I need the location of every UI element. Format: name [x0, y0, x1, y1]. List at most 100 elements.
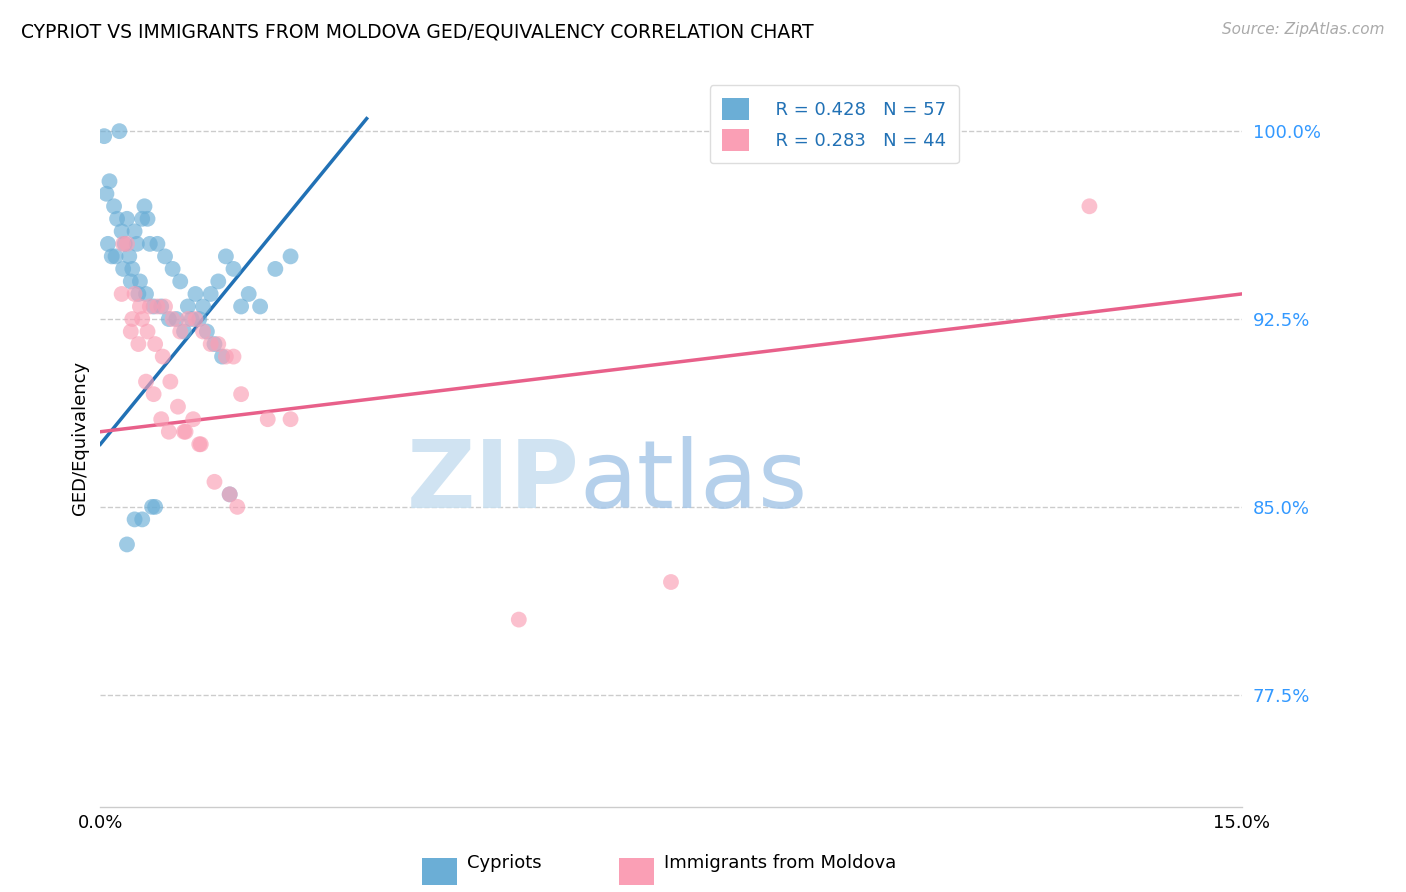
Point [207, 275, 229, 289]
Point [162, 261, 184, 276]
Point [1078, 199, 1101, 213]
Point [100, 249, 122, 263]
Point [112, 236, 135, 251]
Point [222, 261, 245, 276]
Point [218, 487, 240, 501]
Point [135, 375, 157, 389]
Point [139, 300, 162, 314]
Point [169, 275, 191, 289]
Point [121, 261, 143, 276]
Point [146, 236, 169, 251]
Point [226, 500, 249, 514]
Point [129, 275, 152, 289]
Point [204, 475, 226, 489]
Legend:   R = 0.428   N = 57,   R = 0.283   N = 44: R = 0.428 N = 57, R = 0.283 N = 44 [710, 85, 959, 163]
Point [184, 287, 207, 301]
Y-axis label: GED/Equivalency: GED/Equivalency [72, 361, 89, 515]
Point [150, 300, 173, 314]
Point [229, 300, 252, 314]
Point [256, 412, 278, 426]
Point [153, 249, 176, 263]
Point [173, 325, 195, 339]
Point [134, 199, 156, 213]
Point [125, 236, 148, 251]
Point [115, 537, 138, 551]
Point [112, 261, 135, 276]
Point [93, 129, 115, 144]
Point [191, 325, 214, 339]
Point [195, 325, 218, 339]
Point [188, 437, 211, 451]
Point [162, 312, 184, 326]
Point [136, 325, 159, 339]
Point [129, 300, 152, 314]
Point [146, 300, 169, 314]
Text: Source: ZipAtlas.com: Source: ZipAtlas.com [1222, 22, 1385, 37]
Text: atlas: atlas [579, 436, 808, 528]
Point [120, 275, 142, 289]
Point [180, 312, 202, 326]
Point [157, 312, 180, 326]
Point [98, 174, 121, 188]
Text: ZIP: ZIP [406, 436, 579, 528]
Point [142, 387, 165, 401]
Point [184, 312, 207, 326]
Point [218, 487, 240, 501]
Point [211, 350, 233, 364]
Point [159, 375, 181, 389]
Text: Immigrants from Moldova: Immigrants from Moldova [664, 855, 896, 872]
Point [115, 236, 138, 251]
Text: Cypriots: Cypriots [467, 855, 541, 872]
Point [108, 124, 131, 138]
Point [153, 300, 176, 314]
Point [131, 211, 153, 226]
Point [157, 425, 180, 439]
Point [150, 412, 173, 426]
Point [124, 512, 146, 526]
Point [131, 312, 153, 326]
Point [96, 186, 118, 201]
Point [280, 412, 302, 426]
Point [143, 337, 166, 351]
Point [131, 512, 153, 526]
Point [659, 574, 682, 589]
Point [143, 500, 166, 514]
Point [188, 312, 211, 326]
Point [111, 224, 134, 238]
Point [111, 287, 134, 301]
Point [114, 236, 136, 251]
Point [229, 387, 252, 401]
Point [121, 312, 143, 326]
Point [165, 312, 187, 326]
Point [136, 211, 159, 226]
Point [190, 437, 212, 451]
Point [115, 211, 138, 226]
Point [127, 337, 149, 351]
Point [169, 325, 191, 339]
Point [97, 236, 120, 251]
Point [167, 400, 190, 414]
Point [200, 337, 222, 351]
Point [215, 350, 238, 364]
Point [142, 300, 165, 314]
Point [141, 500, 163, 514]
Point [177, 312, 200, 326]
Point [207, 337, 229, 351]
Point [177, 300, 200, 314]
Point [204, 337, 226, 351]
Point [104, 249, 127, 263]
Point [173, 425, 195, 439]
Point [135, 287, 157, 301]
Point [181, 412, 204, 426]
Point [508, 613, 530, 627]
Point [200, 287, 222, 301]
Point [222, 350, 245, 364]
Text: CYPRIOT VS IMMIGRANTS FROM MOLDOVA GED/EQUIVALENCY CORRELATION CHART: CYPRIOT VS IMMIGRANTS FROM MOLDOVA GED/E… [21, 22, 814, 41]
Point [124, 224, 146, 238]
Point [118, 249, 141, 263]
Point [120, 325, 142, 339]
Point [191, 300, 214, 314]
Point [124, 287, 146, 301]
Point [215, 249, 238, 263]
Point [152, 350, 174, 364]
